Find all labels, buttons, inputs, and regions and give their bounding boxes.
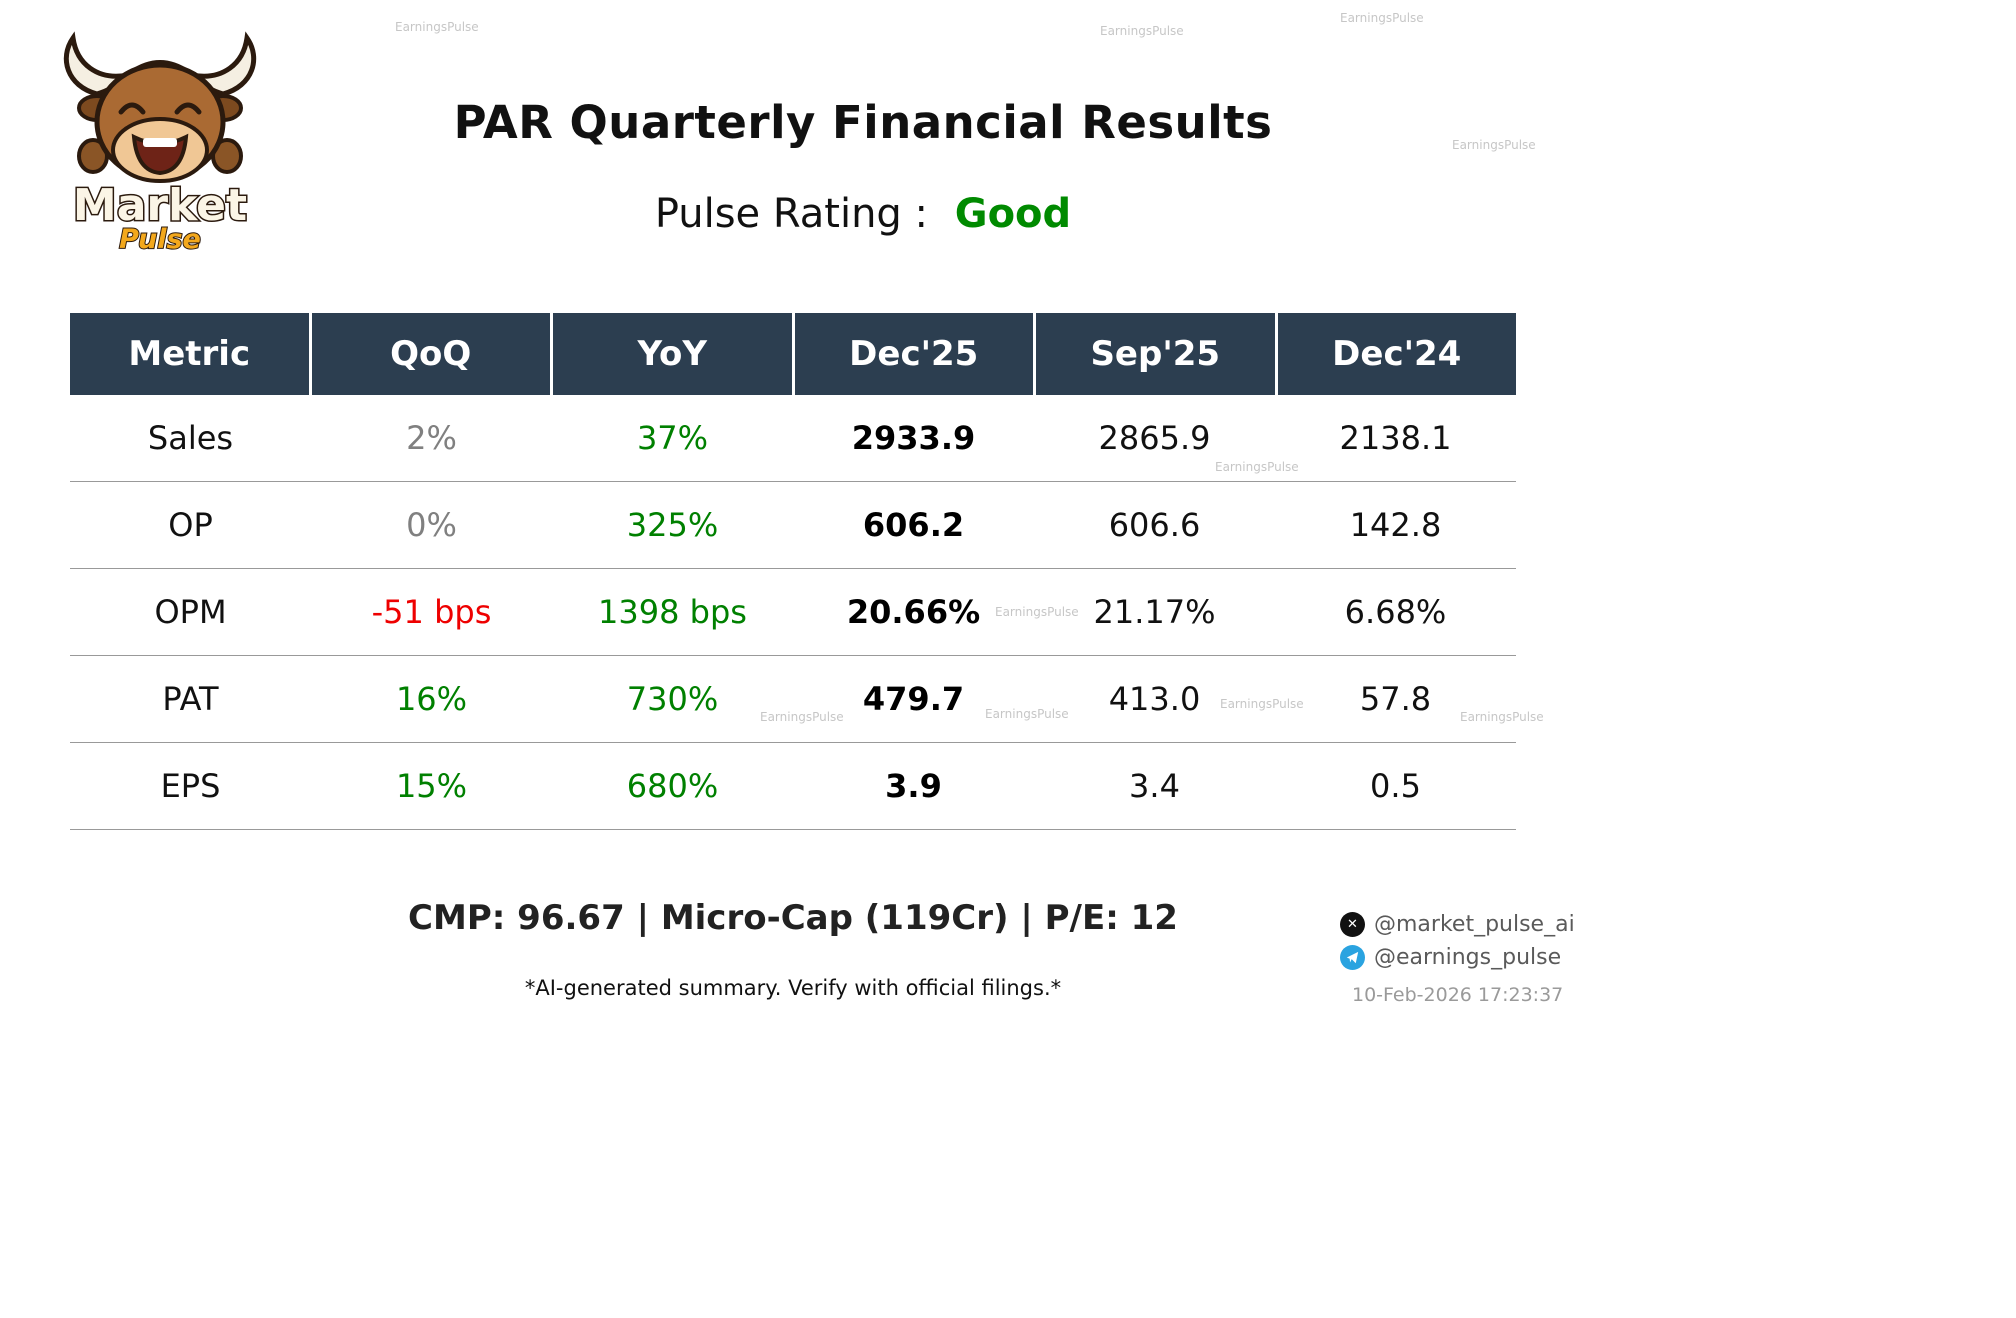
bull-mascot-icon: Market Pulse [63,31,257,256]
cell-dec24: 57.8 [1359,680,1432,718]
column-header-dec25: Dec'25 [794,313,1036,395]
cell-dec25: 606.2 [862,506,965,544]
cell-sep25: 606.6 [1108,506,1201,544]
watermark: EarningsPulse [1452,138,1536,152]
cell-yoy: 1398 bps [598,593,747,631]
cell-yoy: 730% [626,680,719,718]
disclaimer-text: *AI-generated summary. Verify with offic… [524,976,1062,1000]
watermark: EarningsPulse [995,605,1079,619]
eye-icon [174,102,202,115]
column-header-metric: Metric [70,313,312,395]
telegram-handle: @earnings_pulse [1374,945,1562,970]
column-header-qoq: QoQ [311,313,553,395]
cell-qoq: 16% [395,680,468,718]
header-area: PAR Quarterly Financial Results Pulse Ra… [210,96,1516,237]
table-row: OPM -51 bps 1398 bps 20.66% 21.17% 6.68% [70,569,1516,656]
cell-sep25: 21.17% [1093,593,1216,631]
column-header-yoy: YoY [553,313,795,395]
cell-sep25: 3.4 [1129,767,1180,805]
cell-yoy: 680% [626,767,719,805]
x-handle: @market_pulse_ai [1374,912,1575,937]
watermark: EarningsPulse [1460,710,1544,724]
cell-metric: OPM [154,593,227,631]
column-header-dec24: Dec'24 [1277,313,1516,395]
pulse-rating-label: Pulse Rating : [654,191,929,237]
watermark: EarningsPulse [985,707,1069,721]
cell-metric: OP [168,506,213,544]
watermark: EarningsPulse [760,710,844,724]
watermark: EarningsPulse [1220,697,1304,711]
cell-dec25: 2933.9 [851,419,976,457]
telegram-icon [1340,945,1365,970]
table-row: OP 0% 325% 606.2 606.6 142.8 [70,482,1516,569]
watermark: EarningsPulse [395,20,479,34]
cell-qoq: -51 bps [371,593,492,631]
social-block: ✕ @market_pulse_ai @earnings_pulse 10-Fe… [1340,912,1600,1006]
telegram-handle-row: @earnings_pulse [1340,945,1600,970]
watermark: EarningsPulse [1215,460,1299,474]
teeth [143,138,177,147]
pulse-rating-line: Pulse Rating : Good [210,191,1516,237]
watermark: EarningsPulse [1340,11,1424,25]
cell-qoq: 0% [406,506,457,544]
table-header-row: Metric QoQ YoY Dec'25 Sep'25 Dec'24 [70,313,1516,395]
page-title: PAR Quarterly Financial Results [453,96,1273,149]
cell-yoy: 37% [636,419,709,457]
timestamp: 10-Feb-2026 17:23:37 [1352,984,1564,1006]
cell-dec25: 479.7 [862,680,965,718]
x-icon: ✕ [1340,912,1365,937]
cell-metric: PAT [162,680,219,718]
results-table: Metric QoQ YoY Dec'25 Sep'25 Dec'24 Sale… [70,313,1516,830]
cell-qoq: 15% [395,767,468,805]
cell-sep25: 413.0 [1108,680,1201,718]
cell-dec25: 20.66% [846,593,981,631]
cell-dec24: 142.8 [1349,506,1442,544]
logo-wordmark-bottom: Pulse [119,224,201,254]
cell-sep25: 2865.9 [1098,419,1211,457]
forelock [129,60,191,74]
cell-metric: EPS [160,767,221,805]
watermark: EarningsPulse [1100,24,1184,38]
table-row: EPS 15% 680% 3.9 3.4 0.5 [70,743,1516,830]
market-pulse-logo: Market Pulse [55,28,265,256]
cell-yoy: 325% [626,506,719,544]
cell-dec25: 3.9 [885,767,942,805]
eye-icon [118,102,146,115]
pulse-rating-value: Good [954,191,1072,237]
logo-wordmark-top: Market [73,180,247,231]
cell-qoq: 2% [406,419,457,457]
cell-dec24: 0.5 [1370,767,1421,805]
table-row: Sales 2% 37% 2933.9 2865.9 2138.1 [70,395,1516,482]
column-header-sep25: Sep'25 [1036,313,1278,395]
cmp-summary-line: CMP: 96.67 | Micro-Cap (119Cr) | P/E: 12 [408,898,1178,938]
cell-dec24: 6.68% [1344,593,1447,631]
cell-dec24: 2138.1 [1339,419,1452,457]
table-row: PAT 16% 730% 479.7 413.0 57.8 [70,656,1516,743]
x-handle-row: ✕ @market_pulse_ai [1340,912,1600,937]
cell-metric: Sales [147,419,234,457]
